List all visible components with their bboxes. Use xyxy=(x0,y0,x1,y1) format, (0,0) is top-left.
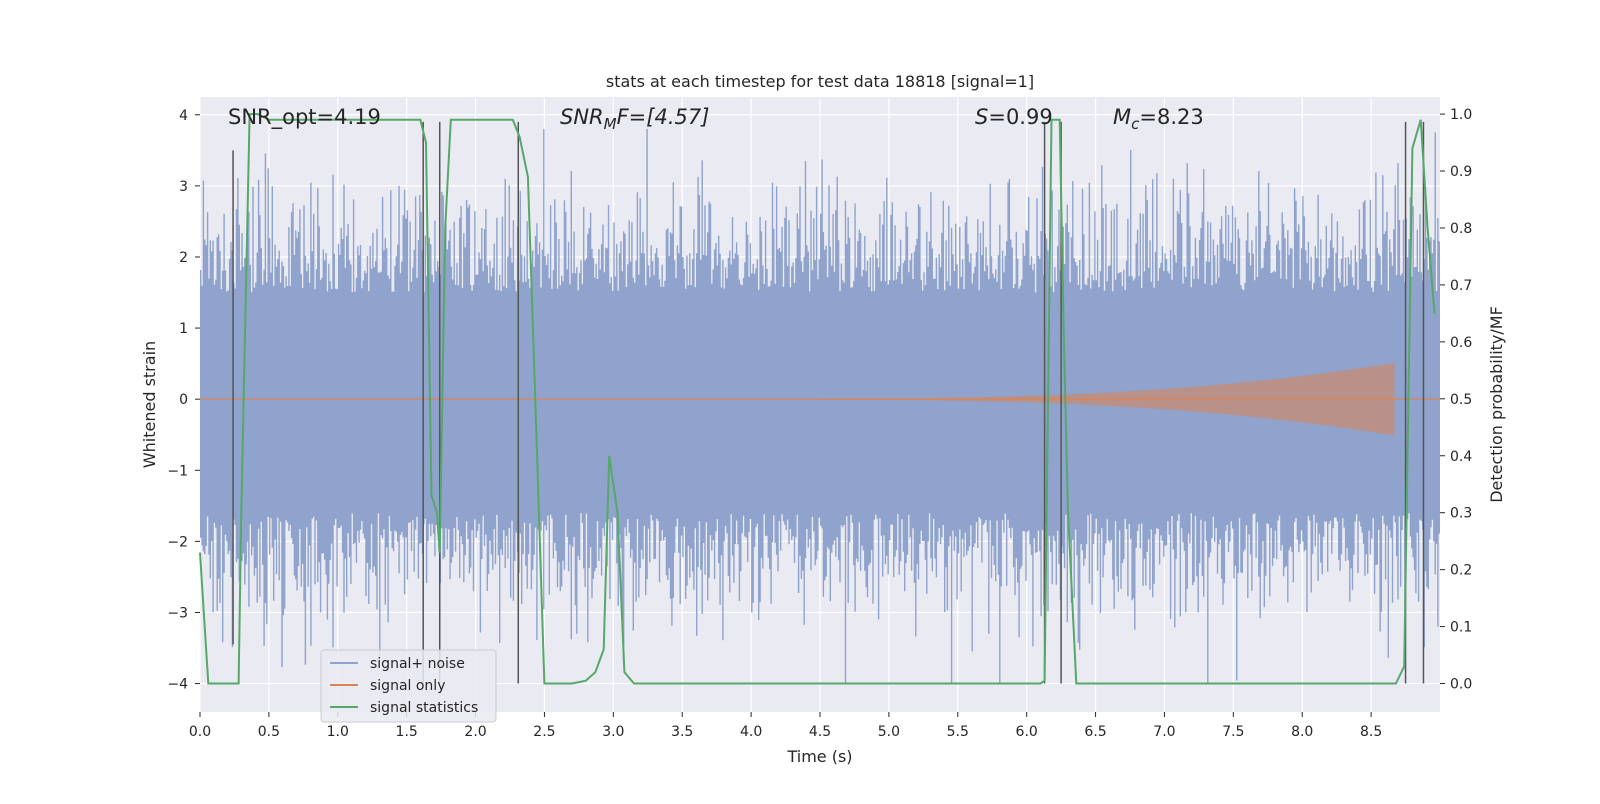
ytick-left-label-2: −2 xyxy=(167,534,188,550)
ytick-left-label-5: 1 xyxy=(179,321,188,337)
signal-envelope xyxy=(820,362,1395,436)
y-axis-label: Whitened strain xyxy=(140,341,159,468)
xtick-label-13: 6.5 xyxy=(1084,724,1106,740)
xtick-label-10: 5.0 xyxy=(878,724,900,740)
xtick-label-0: 0.0 xyxy=(189,724,211,740)
ytick-left-label-3: −1 xyxy=(167,463,188,479)
ytick-right-label-8: 0.8 xyxy=(1450,221,1472,237)
annotation-mc-rest: =8.23 xyxy=(1139,105,1203,129)
annotation-s-main: S xyxy=(975,105,988,129)
xtick-label-5: 2.5 xyxy=(533,724,555,740)
ytick-right-label-0: 0.0 xyxy=(1450,677,1472,693)
xtick-label-12: 6.0 xyxy=(1016,724,1038,740)
xtick-label-3: 1.5 xyxy=(396,724,418,740)
annotation-s: S=0.99 xyxy=(975,105,1053,129)
annotation-snr-opt: SNR_opt=4.19 xyxy=(228,105,381,130)
ytick-right-label-10: 1.0 xyxy=(1450,107,1472,123)
vertical-markers xyxy=(232,121,1425,684)
ytick-left-label-7: 3 xyxy=(179,179,188,195)
ytick-left-label-0: −4 xyxy=(167,677,188,693)
legend-label-signal: signal only xyxy=(370,678,445,694)
xtick-label-7: 3.5 xyxy=(671,724,693,740)
annotation-snr-mf-main: SNR xyxy=(560,105,604,129)
ytick-right-label-7: 0.7 xyxy=(1450,278,1472,294)
x-ticks: 0.0 0.5 1.0 1.5 2.0 2.5 3.0 3.5 4.0 4.5 5.0 5.5 6.0 6… xyxy=(189,712,1382,740)
ytick-right-label-2: 0.2 xyxy=(1450,563,1472,579)
xtick-label-17: 8.5 xyxy=(1360,724,1382,740)
xtick-label-4: 2.0 xyxy=(464,724,486,740)
ytick-right-label-5: 0.5 xyxy=(1450,392,1472,408)
ytick-right-label-4: 0.4 xyxy=(1450,449,1472,465)
ytick-left-label-1: −3 xyxy=(167,605,188,621)
xtick-label-9: 4.5 xyxy=(809,724,831,740)
xtick-label-14: 7.0 xyxy=(1153,724,1175,740)
xtick-label-11: 5.5 xyxy=(947,724,969,740)
signal-series xyxy=(200,362,1440,436)
stats-series xyxy=(199,113,1436,685)
chart-title: stats at each timestep for test data 188… xyxy=(606,72,1034,91)
stats-line xyxy=(199,113,1436,685)
xtick-label-1: 0.5 xyxy=(258,724,280,740)
legend: signal+ noise signal only signal statist… xyxy=(320,649,497,723)
annotation-snr-mf: SNRMF=[4.57] xyxy=(560,105,709,133)
annotation-snr-mf-rest: F=[4.57] xyxy=(617,105,710,129)
annotation-mc: Mc=8.23 xyxy=(1113,105,1204,133)
xtick-label-6: 3.0 xyxy=(602,724,624,740)
xtick-label-2: 1.0 xyxy=(327,724,349,740)
ytick-left-label-8: 4 xyxy=(179,108,188,124)
annotation-s-rest: =0.99 xyxy=(988,105,1052,129)
ytick-right-label-9: 0.9 xyxy=(1450,164,1472,180)
xtick-label-8: 4.0 xyxy=(740,724,762,740)
xtick-label-15: 7.5 xyxy=(1222,724,1244,740)
y-axis-label-right: Detection probability/MF xyxy=(1487,306,1506,503)
ytick-right-label-1: 0.1 xyxy=(1450,620,1472,636)
x-axis-label: Time (s) xyxy=(786,747,852,766)
legend-label-noise: signal+ noise xyxy=(370,656,465,672)
annotation-mc-sub: c xyxy=(1131,115,1140,133)
ytick-left-label-6: 2 xyxy=(179,250,188,266)
legend-label-stats: signal statistics xyxy=(370,700,478,716)
y-ticks-left: −4 −3 −2 −1 0 1 2 3 4 xyxy=(167,108,200,693)
ytick-right-label-6: 0.6 xyxy=(1450,335,1472,351)
legend-box xyxy=(320,649,497,723)
annotation-mc-main: M xyxy=(1113,105,1131,129)
ytick-left-label-4: 0 xyxy=(179,392,188,408)
ytick-right-label-3: 0.3 xyxy=(1450,506,1472,522)
annotation-snr-mf-sub: M xyxy=(604,115,617,133)
xtick-label-16: 8.0 xyxy=(1291,724,1313,740)
y-ticks-right: 0.0 0.1 0.2 0.3 0.4 0.5 0.6 0.7 0.8 0.9 1.0 xyxy=(1440,107,1472,693)
